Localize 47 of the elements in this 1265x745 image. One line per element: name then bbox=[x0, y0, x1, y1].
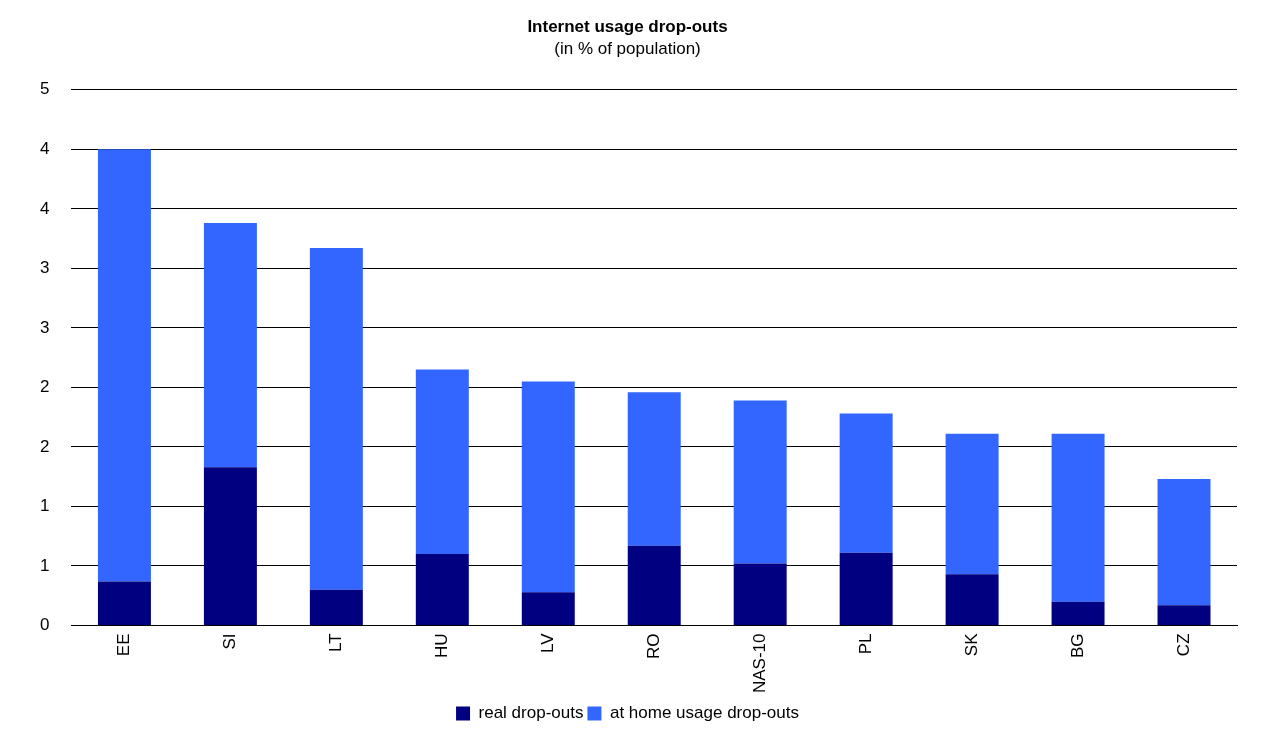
bar bbox=[415, 554, 469, 625]
x-tick-label: CZ bbox=[1173, 633, 1193, 657]
bar bbox=[627, 545, 681, 625]
x-tick-label: SI bbox=[220, 633, 240, 650]
chart-title: Internet usage drop-outs bbox=[527, 16, 728, 36]
x-tick-label: NAS-10 bbox=[749, 633, 769, 694]
y-tick-label: 1 bbox=[39, 496, 50, 516]
y-tick-label: 4 bbox=[39, 139, 50, 159]
y-tick-label: 3 bbox=[39, 317, 50, 337]
y-tick-label: 0 bbox=[39, 615, 50, 635]
bar bbox=[945, 433, 999, 575]
bar bbox=[309, 589, 363, 625]
x-tick-label: SK bbox=[961, 632, 981, 657]
y-tick-label: 3 bbox=[39, 258, 50, 278]
bar bbox=[1051, 433, 1105, 602]
bar bbox=[1157, 605, 1211, 625]
bar bbox=[415, 369, 469, 555]
x-tick-label: LV bbox=[537, 632, 557, 654]
bar bbox=[839, 552, 893, 625]
bar bbox=[97, 149, 151, 582]
bar bbox=[733, 400, 787, 564]
x-tick-label: RO bbox=[643, 633, 663, 659]
x-tick-label: LT bbox=[326, 633, 346, 653]
bar bbox=[839, 413, 893, 553]
x-tick-label: EE bbox=[114, 633, 134, 657]
y-tick-label: 5 bbox=[39, 79, 50, 99]
bar bbox=[309, 248, 363, 590]
bar bbox=[733, 563, 787, 625]
bar bbox=[627, 392, 681, 546]
y-tick-label: 2 bbox=[39, 436, 50, 456]
y-tick-label: 4 bbox=[39, 198, 50, 218]
chart-subtitle: (in % of population) bbox=[554, 39, 701, 59]
y-tick-label: 1 bbox=[39, 555, 50, 575]
bar bbox=[1051, 601, 1105, 625]
bar bbox=[203, 467, 257, 625]
bar bbox=[945, 574, 999, 625]
x-tick-label: BG bbox=[1067, 633, 1087, 659]
x-tick-label: PL bbox=[855, 633, 875, 655]
legend-label: real drop-outs bbox=[478, 703, 584, 723]
bar bbox=[97, 581, 151, 625]
y-tick-label: 2 bbox=[39, 377, 50, 397]
x-tick-label: HU bbox=[432, 633, 451, 659]
bar bbox=[521, 381, 575, 593]
bar bbox=[521, 592, 575, 625]
bar bbox=[1157, 479, 1211, 606]
legend-label: at home usage drop-outs bbox=[609, 703, 799, 723]
bar bbox=[203, 223, 257, 468]
